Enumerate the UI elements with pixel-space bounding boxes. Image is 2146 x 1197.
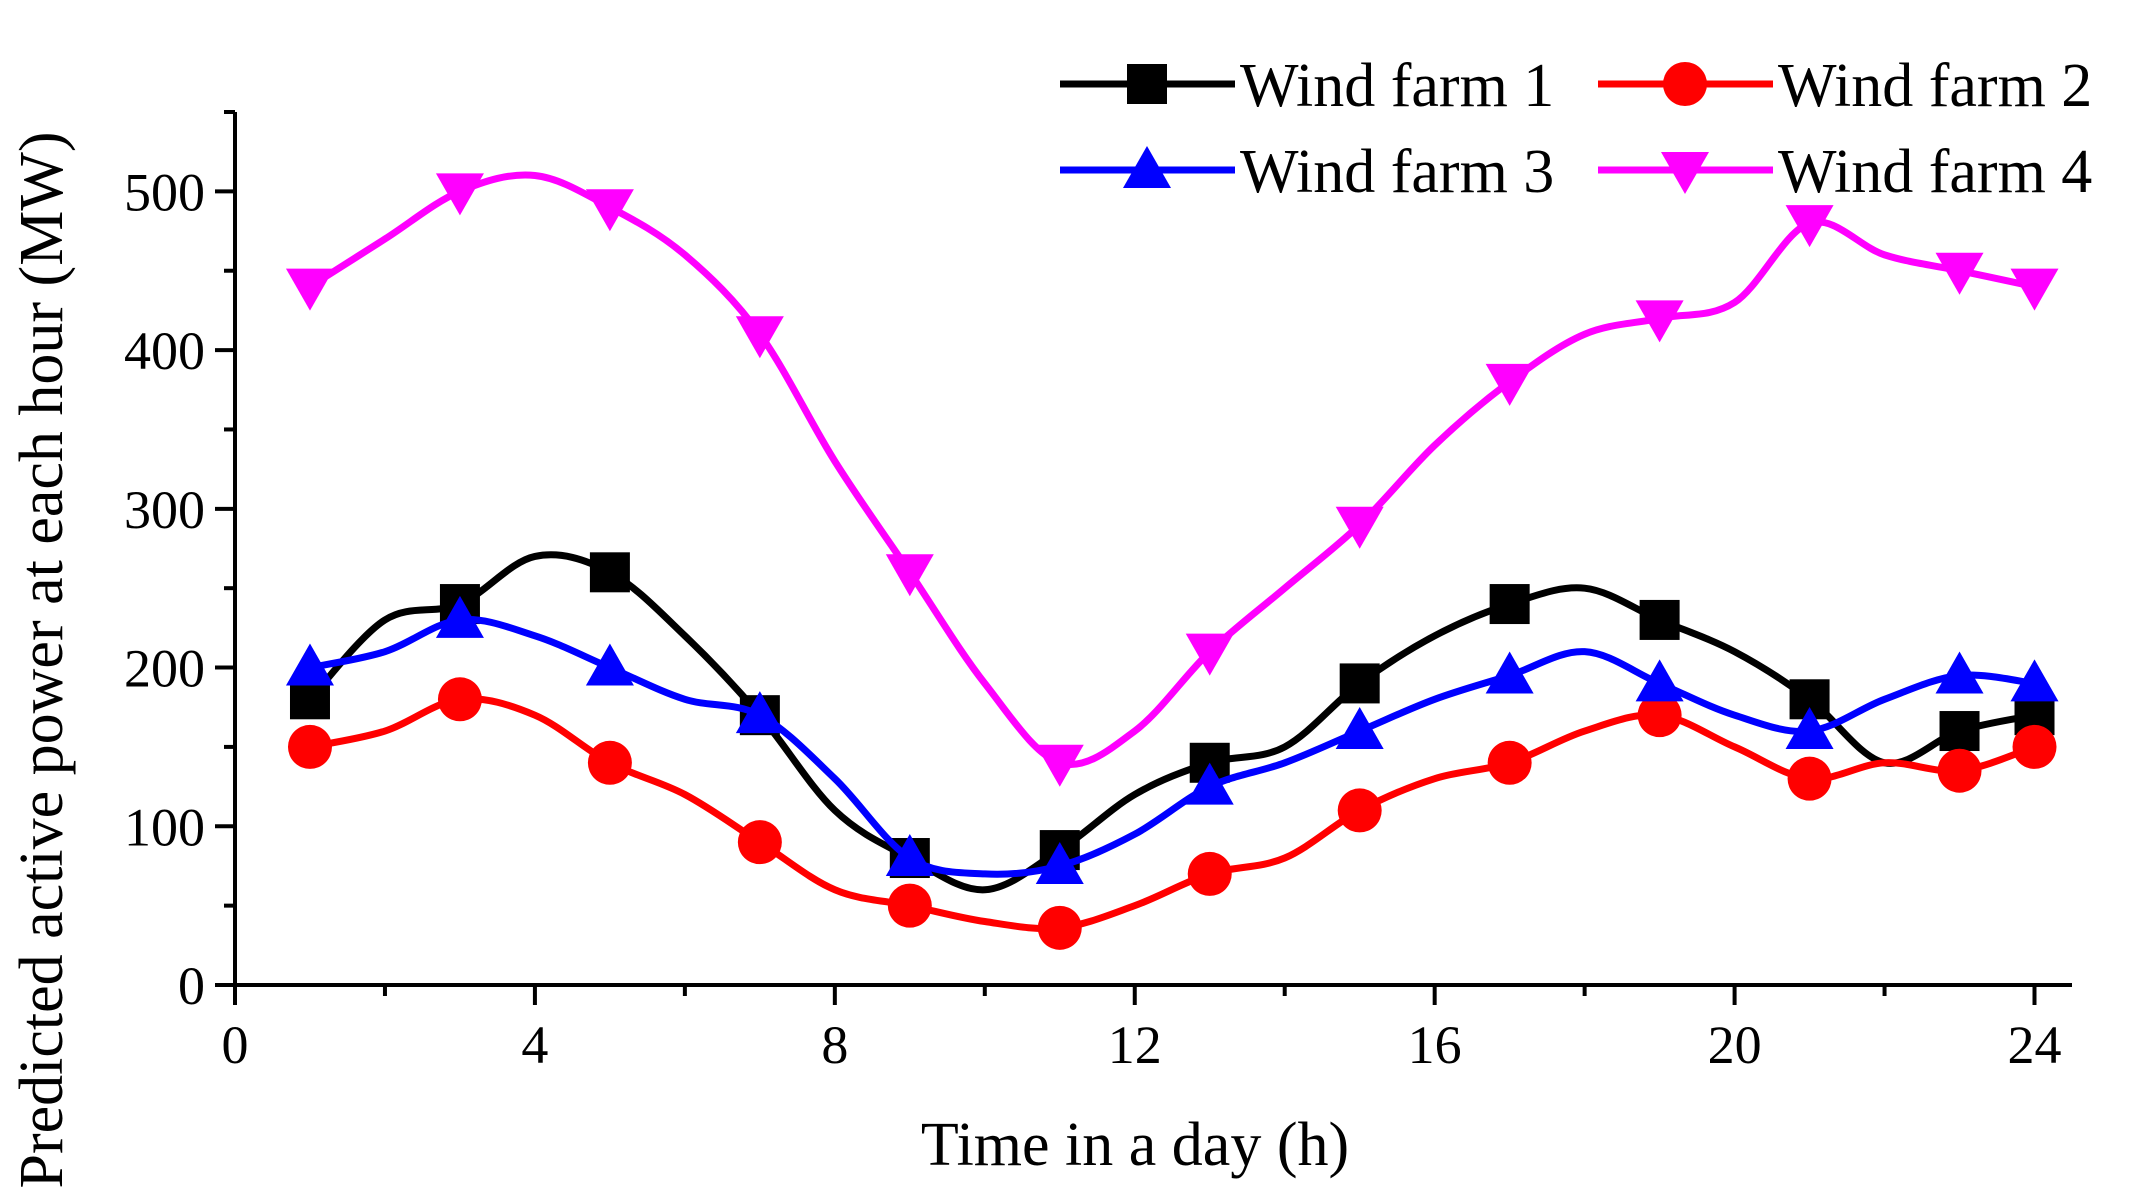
data-point xyxy=(1940,711,1980,751)
legend-item: Wind farm 2 xyxy=(1598,52,2092,120)
x-tick-label: 4 xyxy=(521,1015,548,1075)
y-tick-label: 100 xyxy=(124,797,205,857)
series-wind-farm-1 xyxy=(290,552,2055,890)
y-tick-label: 500 xyxy=(124,162,205,222)
data-point xyxy=(438,677,482,721)
data-point xyxy=(1336,707,1384,749)
data-point xyxy=(586,189,634,231)
data-point xyxy=(888,884,932,928)
y-axis-label: Predicted active power at each hour (MW) xyxy=(8,132,76,1189)
line-chart: 0 4 8 12 16 20 240100200300400500 Wind farm 1W… xyxy=(0,0,2146,1197)
data-point xyxy=(1338,788,1382,832)
y-tick-label: 200 xyxy=(124,639,205,699)
x-tick-label: 24 xyxy=(2008,1015,2062,1075)
legend-label: Wind farm 3 xyxy=(1240,138,1554,206)
data-point xyxy=(1490,584,1530,624)
data-point xyxy=(886,554,934,596)
legend-marker xyxy=(1127,64,1167,104)
data-point xyxy=(590,552,630,592)
x-tick-label: 0 xyxy=(222,1015,249,1075)
series-layer xyxy=(286,173,2059,949)
data-point xyxy=(736,316,784,358)
axes: 0 4 8 12 16 20 24 0 100 200 300 400 500 xyxy=(124,112,2072,1075)
legend-item: Wind farm 3 xyxy=(1060,138,1554,206)
legend-marker xyxy=(1663,62,1707,106)
legend-item: Wind farm 4 xyxy=(1598,138,2092,206)
y-tick-label: 400 xyxy=(124,321,205,381)
x-tick-label: 12 xyxy=(1108,1015,1162,1075)
legend-label: Wind farm 4 xyxy=(1778,138,2092,206)
data-point xyxy=(1486,364,1534,406)
x-tick-label: 16 xyxy=(1408,1015,1462,1075)
data-point xyxy=(2013,725,2057,769)
data-point xyxy=(1788,757,1832,801)
data-point xyxy=(436,173,484,215)
data-point xyxy=(586,644,634,686)
y-tick-label: 0 xyxy=(178,956,205,1016)
legend-label: Wind farm 1 xyxy=(1240,52,1554,120)
data-point xyxy=(738,820,782,864)
x-axis-label: Time in a day (h) xyxy=(921,1111,1349,1179)
legend-item: Wind farm 1 xyxy=(1060,52,1554,120)
data-point xyxy=(588,741,632,785)
x-tick-label: 20 xyxy=(1708,1015,1762,1075)
data-point xyxy=(1938,749,1982,793)
legend-label: Wind farm 2 xyxy=(1778,52,2092,120)
series-line xyxy=(310,555,2035,890)
data-point xyxy=(1340,663,1380,703)
series-wind-farm-3 xyxy=(286,596,2059,884)
y-tick-label: 300 xyxy=(124,480,205,540)
data-point xyxy=(1038,906,1082,950)
data-point xyxy=(1640,600,1680,640)
data-point xyxy=(2011,269,2059,311)
legend: Wind farm 1 Wind farm 2 Wind farm 3 Wind fa… xyxy=(1060,52,2092,206)
data-point xyxy=(1636,659,1684,701)
data-point xyxy=(288,725,332,769)
data-point xyxy=(1488,741,1532,785)
x-tick-label: 8 xyxy=(821,1015,848,1075)
data-point xyxy=(286,269,334,311)
series-line xyxy=(310,620,2035,875)
data-point xyxy=(1188,852,1232,896)
